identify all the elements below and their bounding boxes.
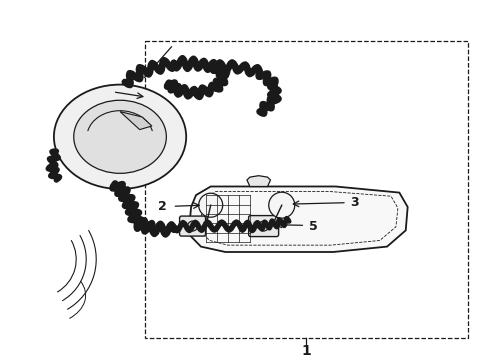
Text: 4: 4 xyxy=(143,222,152,235)
Polygon shape xyxy=(247,176,270,186)
Polygon shape xyxy=(189,186,408,252)
Ellipse shape xyxy=(54,85,186,189)
Text: 1: 1 xyxy=(301,344,311,358)
Text: 2: 2 xyxy=(158,200,167,213)
Circle shape xyxy=(259,221,269,231)
Polygon shape xyxy=(120,112,152,130)
Circle shape xyxy=(269,192,295,218)
Text: 3: 3 xyxy=(350,196,359,209)
FancyBboxPatch shape xyxy=(248,216,279,237)
FancyBboxPatch shape xyxy=(179,216,206,236)
Circle shape xyxy=(199,193,222,217)
Circle shape xyxy=(188,221,197,231)
Text: 5: 5 xyxy=(309,220,318,233)
Ellipse shape xyxy=(74,100,167,174)
